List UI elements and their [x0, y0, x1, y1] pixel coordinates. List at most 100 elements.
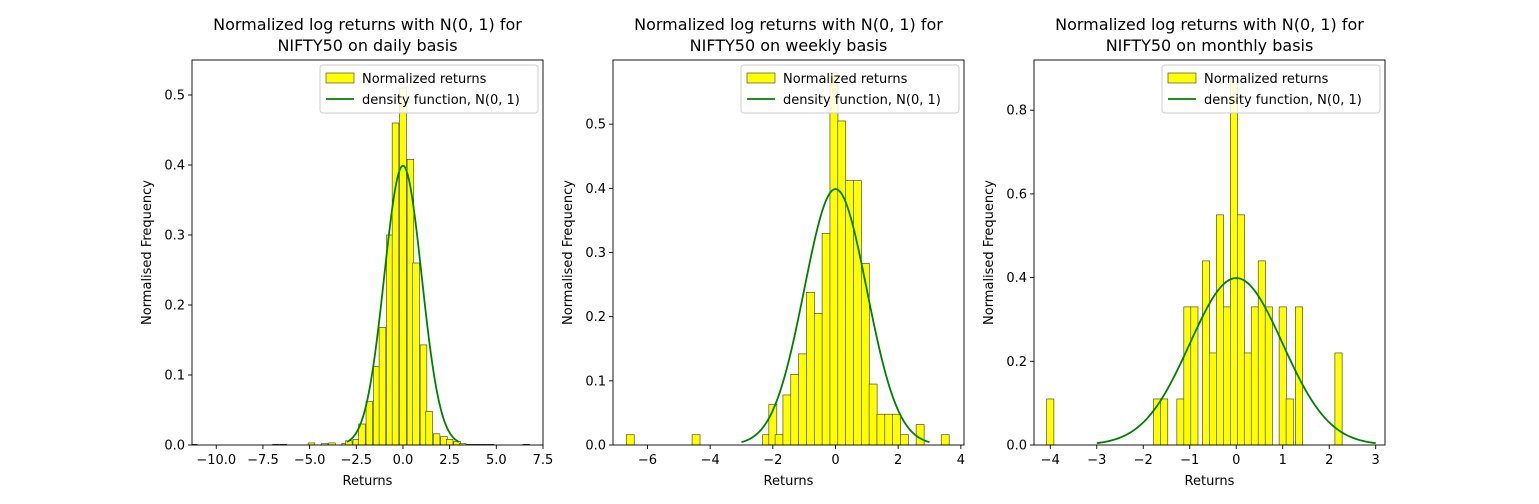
legend-swatch-bars: [1167, 72, 1197, 84]
y-tick-label: 0.0: [164, 439, 185, 454]
histogram-bar: [391, 122, 400, 445]
density-curve: [346, 164, 460, 443]
axes-frame: [612, 59, 965, 446]
histogram-bar: [625, 434, 635, 445]
y-axis-label: Normalised Frequency: [140, 180, 155, 325]
y-tick-label: 0.2: [1006, 355, 1027, 370]
histogram-bar: [829, 72, 839, 445]
legend: Normalized returns density function, N(0,…: [1161, 64, 1381, 114]
legend-box: [1161, 64, 1381, 114]
chart-title-line1: Normalized log returns with N(0, 1) for: [213, 15, 522, 34]
legend-swatch-bars: [746, 72, 776, 84]
histogram-bar: [900, 434, 909, 445]
density-curve: [1096, 277, 1376, 445]
x-tick-label: −4: [1041, 453, 1060, 468]
histogram-bar: [774, 434, 784, 445]
histogram-bar: [1334, 352, 1343, 445]
legend-label-line: density function, N(0, 1): [783, 93, 941, 108]
histogram-bar: [940, 434, 950, 445]
histogram-bar: [790, 374, 800, 445]
y-tick-label: 0.6: [1006, 187, 1027, 202]
x-tick-label: 0.0: [393, 453, 414, 468]
density-curve: [741, 188, 930, 444]
y-tick-label: 0.4: [585, 182, 606, 197]
x-tick-label: 3: [1372, 453, 1380, 468]
x-tick-label: 2: [1325, 453, 1333, 468]
x-tick-label: 7.5: [533, 453, 554, 468]
legend-label-bars: Normalized returns: [362, 72, 487, 87]
legend-swatch-bars: [325, 72, 355, 84]
histogram-bars: [625, 72, 950, 445]
chart-title-line1: Normalized log returns with N(0, 1) for: [634, 15, 943, 34]
x-tick-label: −2: [1134, 453, 1153, 468]
y-tick-label: 0.3: [164, 229, 185, 244]
x-tick-label: 2: [894, 453, 902, 468]
y-tick-label: 0.4: [164, 159, 185, 174]
x-tick-label: −1: [1180, 453, 1199, 468]
histogram-bars: [1046, 80, 1343, 445]
histogram-bar: [782, 394, 792, 445]
y-axis-label: Normalised Frequency: [561, 180, 576, 325]
histogram-bar: [876, 413, 886, 445]
histogram-bar: [365, 401, 373, 445]
histogram-bar: [1278, 306, 1287, 445]
y-tick-label: 0.8: [1006, 104, 1027, 119]
chart-title-line2: NIFTY50 on daily basis: [277, 36, 457, 55]
x-tick-label: −7.5: [247, 453, 279, 468]
histogram-bar: [806, 291, 815, 445]
legend-label-bars: Normalized returns: [1204, 72, 1329, 87]
y-tick-label: 0.2: [164, 299, 185, 314]
histogram-bar: [1230, 80, 1238, 445]
histogram-bar: [378, 327, 387, 445]
histogram-bar: [1257, 260, 1266, 445]
chart-title-line1: Normalized log returns with N(0, 1) for: [1055, 15, 1364, 34]
histogram-bar: [459, 443, 467, 445]
axes-frame: [191, 59, 544, 446]
y-tick-label: 0.0: [585, 439, 606, 454]
x-tick-label: −2.5: [341, 453, 373, 468]
histogram-bar: [1183, 306, 1192, 445]
x-tick-label: 2.5: [439, 453, 460, 468]
x-tick-label: −2: [763, 453, 782, 468]
legend-label-bars: Normalized returns: [783, 72, 908, 87]
histogram-bar: [425, 411, 433, 445]
legend-label-line: density function, N(0, 1): [362, 93, 520, 108]
legend-box: [740, 64, 960, 114]
x-axis-label: Returns: [343, 474, 393, 489]
histogram-bar: [320, 443, 329, 445]
histogram-bars: [192, 87, 530, 445]
legend: Normalized returns density function, N(0,…: [740, 64, 960, 114]
histogram-bar: [691, 434, 701, 445]
histogram-bar: [1046, 398, 1055, 445]
histogram-bar: [1236, 214, 1245, 445]
histogram-bar: [1264, 306, 1273, 445]
histogram-bar: [915, 424, 925, 445]
histogram-bar: [432, 433, 441, 445]
histogram-bar: [1285, 398, 1294, 445]
histogram-bar: [412, 262, 420, 445]
chart-title-line2: NIFTY50 on weekly basis: [690, 36, 888, 55]
histogram-bar: [798, 353, 807, 445]
y-axis-label: Normalised Frequency: [982, 180, 997, 325]
x-tick-label: 0: [831, 453, 839, 468]
x-axis-label: Returns: [764, 474, 814, 489]
histogram-bar: [446, 439, 454, 445]
histogram-bar: [1202, 260, 1210, 445]
chart-title-line2: NIFTY50 on monthly basis: [1106, 36, 1314, 55]
histogram-bar: [358, 423, 366, 445]
x-tick-label: −10.0: [196, 453, 236, 468]
subplot-3: −4 −3 −2 −1 0 1 2 3 0.0 0.2 0.4 0.6 0.8 Returns Normal…: [982, 15, 1386, 489]
histogram-bar: [1223, 306, 1231, 445]
histogram-bar: [853, 180, 862, 445]
histogram-bar: [1216, 214, 1224, 445]
x-tick-label: −6: [638, 453, 657, 468]
histogram-bar: [892, 413, 901, 445]
x-tick-label: −4: [701, 453, 720, 468]
histogram-bar: [1160, 398, 1169, 445]
y-tick-label: 0.3: [585, 246, 606, 261]
y-tick-label: 0.2: [585, 310, 606, 325]
legend: Normalized returns density function, N(0,…: [319, 64, 539, 114]
x-tick-label: 4: [957, 453, 965, 468]
